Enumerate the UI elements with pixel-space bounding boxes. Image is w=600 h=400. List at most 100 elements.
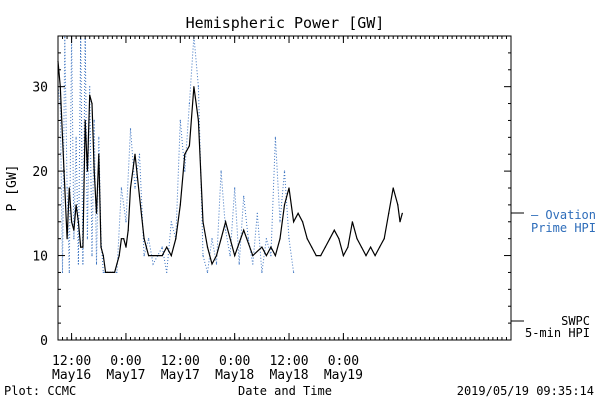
- data-point: [365, 255, 367, 257]
- y-axis: 0 10 20 30: [32, 35, 511, 349]
- data-point: [220, 170, 222, 172]
- y-tick-label: 0: [40, 334, 48, 349]
- data-point: [338, 238, 340, 240]
- data-point: [68, 187, 70, 189]
- data-point: [320, 255, 322, 257]
- data-point: [225, 221, 227, 223]
- legend-swpc-line1: SWPC: [561, 314, 590, 328]
- data-point: [179, 119, 181, 121]
- data-point: [293, 271, 295, 273]
- x-tick-date: May16: [52, 368, 91, 383]
- data-point: [265, 238, 267, 240]
- data-point: [125, 246, 127, 248]
- data-point: [120, 187, 122, 189]
- data-point: [297, 212, 299, 214]
- data-point: [397, 204, 399, 206]
- data-point: [77, 263, 79, 265]
- data-point: [116, 263, 118, 265]
- data-point: [120, 238, 122, 240]
- data-point: [93, 119, 95, 121]
- x-tick-date: May17: [106, 368, 145, 383]
- data-point: [202, 255, 204, 257]
- data-point: [138, 153, 141, 155]
- data-point: [206, 246, 209, 248]
- data-point: [84, 119, 86, 121]
- data-point: [179, 204, 181, 206]
- data-point: [351, 221, 353, 223]
- data-point: [342, 255, 344, 257]
- data-point: [134, 187, 136, 189]
- data-point: [152, 255, 154, 257]
- x-tick-date: May17: [161, 368, 200, 383]
- data-point: [383, 238, 385, 240]
- chart-title: Hemispheric Power [GW]: [186, 14, 385, 32]
- data-point: [77, 221, 79, 223]
- series-line: [57, 61, 403, 273]
- data-point: [61, 271, 64, 273]
- data-point: [123, 238, 125, 240]
- plot-frame: [57, 35, 512, 341]
- data-point: [225, 229, 227, 231]
- data-point: [152, 263, 154, 265]
- data-point: [379, 246, 381, 248]
- data-point: [91, 255, 93, 257]
- data-point: [270, 255, 272, 257]
- data-point: [109, 271, 111, 273]
- data-point: [129, 187, 132, 189]
- data-point: [315, 255, 317, 257]
- plot-timestamp: 2019/05/19 09:35:14: [457, 384, 594, 398]
- data-point: [188, 145, 190, 147]
- x-tick-date: May19: [324, 368, 363, 383]
- data-point: [293, 221, 295, 223]
- data-point: [75, 204, 77, 206]
- data-point: [188, 103, 190, 105]
- data-point: [102, 255, 104, 257]
- data-point: [86, 170, 88, 172]
- data-point: [374, 255, 376, 257]
- data-point: [283, 170, 286, 172]
- data-point: [256, 212, 258, 214]
- data-point: [347, 246, 349, 248]
- data-point: [247, 238, 249, 240]
- data-point: [166, 271, 168, 273]
- data-point: [89, 86, 91, 88]
- data-point: [270, 246, 272, 248]
- data-point: [274, 255, 276, 257]
- data-point: [134, 153, 136, 155]
- data-point: [184, 170, 186, 172]
- data-point: [220, 238, 222, 240]
- data-point: [86, 238, 88, 240]
- data-point: [82, 246, 84, 248]
- data-point: [197, 119, 199, 121]
- data-point: [388, 212, 390, 214]
- data-point: [93, 170, 95, 172]
- data-point: [148, 255, 150, 257]
- data-point: [125, 221, 127, 223]
- data-point: [71, 221, 73, 223]
- data-point: [324, 246, 326, 248]
- data-point: [193, 86, 195, 88]
- y-tick-label: 30: [32, 81, 48, 96]
- y-tick-label: 10: [32, 250, 48, 265]
- data-point: [306, 238, 308, 240]
- data-point: [116, 271, 118, 273]
- x-tick-date: May18: [269, 368, 308, 383]
- data-point: [229, 255, 231, 257]
- data-point: [206, 271, 209, 273]
- data-point: [161, 255, 163, 257]
- data-point: [329, 238, 331, 240]
- data-point: [252, 263, 254, 265]
- y-tick-label: 20: [32, 165, 48, 180]
- data-point: [166, 246, 168, 248]
- data-point: [98, 153, 100, 155]
- data-point: [288, 238, 290, 240]
- data-point: [234, 255, 236, 257]
- data-point: [333, 229, 335, 231]
- data-point: [370, 246, 372, 248]
- data-point: [184, 153, 186, 155]
- data-point: [95, 212, 98, 214]
- series-layer: [57, 35, 403, 273]
- data-point: [98, 136, 100, 138]
- data-point: [143, 238, 145, 240]
- data-point: [234, 187, 236, 189]
